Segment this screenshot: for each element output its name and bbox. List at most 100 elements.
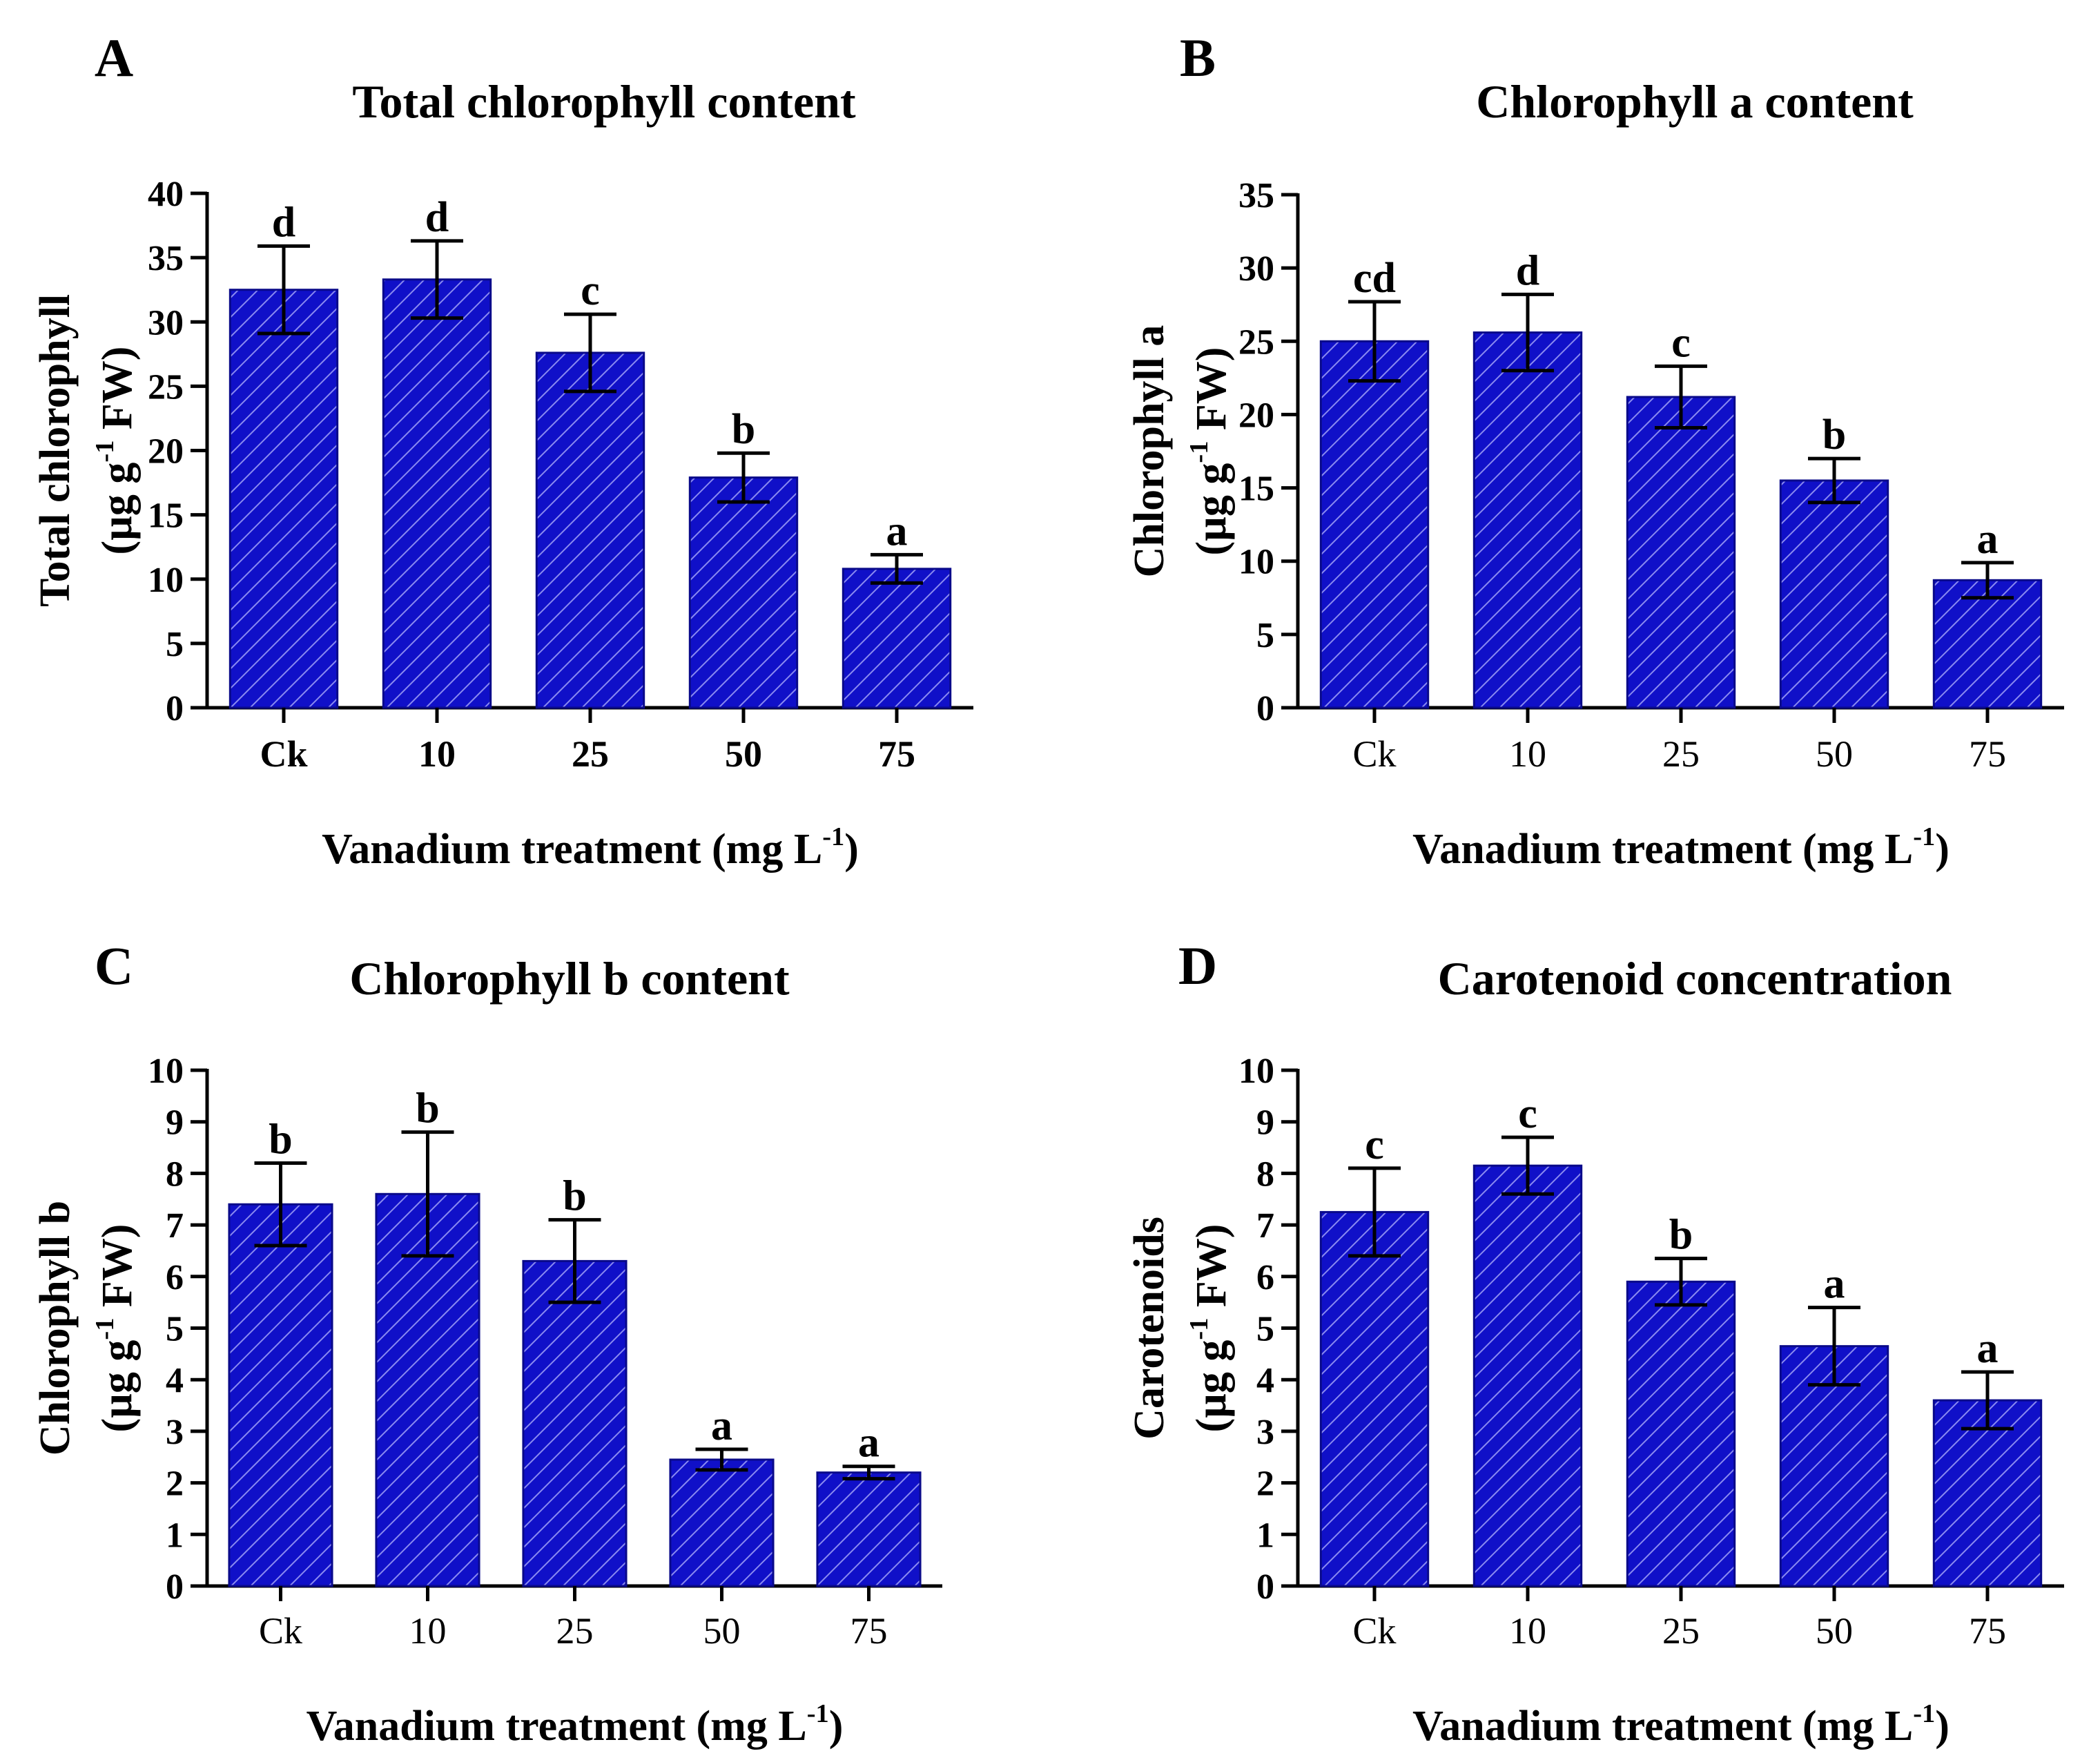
- y-tick-label: 5: [1256, 1310, 1274, 1349]
- significance-letter: d: [1516, 247, 1539, 294]
- y-tick-label: 20: [1238, 396, 1274, 435]
- bar: [688, 476, 799, 709]
- panel-label: A: [95, 28, 133, 88]
- y-tick-label: 6: [166, 1258, 184, 1297]
- x-tick-label: 10: [418, 733, 456, 775]
- x-tick-label: 25: [1662, 733, 1700, 775]
- y-tick-label: 15: [1238, 470, 1274, 509]
- chart-panel-c: C Chlorophyll b content Chlorophyll b (µg g…: [32, 936, 942, 1750]
- y-tick-label: 5: [166, 1310, 184, 1349]
- significance-letter: b: [732, 406, 755, 453]
- bar: [1932, 1399, 2043, 1587]
- y-axis-label: Chlorophyll b: [32, 1201, 79, 1456]
- y-tick-label: 3: [166, 1413, 184, 1452]
- significance-letter: b: [563, 1173, 586, 1220]
- y-axis-unit-label: (µg g-1 FW): [1185, 347, 1235, 556]
- bar: [816, 1471, 922, 1587]
- bar: [229, 289, 339, 709]
- bar: [228, 1203, 333, 1587]
- x-tick-label: 75: [1969, 733, 2006, 775]
- bar: [1472, 1164, 1583, 1587]
- x-tick-label: 75: [878, 733, 915, 775]
- significance-letter: b: [1669, 1212, 1693, 1259]
- significance-letter: c: [1518, 1090, 1537, 1137]
- significance-letter: b: [1822, 412, 1846, 458]
- x-tick-label: 10: [1509, 1610, 1546, 1652]
- bar: [1319, 1210, 1430, 1587]
- y-axis-unit-label: (µg g-1 FW): [90, 1224, 141, 1433]
- significance-letter: c: [1671, 319, 1691, 366]
- y-tick-label: 4: [166, 1361, 184, 1400]
- y-tick-label: 10: [1238, 543, 1274, 582]
- bar: [1932, 579, 2043, 709]
- y-tick-label: 40: [148, 175, 184, 214]
- y-tick-label: 35: [1238, 176, 1274, 215]
- chart-title: Chlorophyll a content: [1476, 75, 1914, 128]
- x-tick-label: 50: [1816, 733, 1853, 775]
- y-tick-label: 8: [166, 1154, 184, 1194]
- y-tick-label: 9: [1256, 1103, 1274, 1143]
- significance-letter: a: [711, 1402, 732, 1449]
- x-tick-label: 75: [850, 1610, 888, 1652]
- significance-letter: c: [581, 267, 600, 314]
- y-tick-label: 5: [1256, 616, 1274, 655]
- bar: [1319, 340, 1430, 709]
- x-tick-label: Ck: [260, 733, 307, 775]
- x-tick-label: Ck: [1352, 1610, 1396, 1652]
- significance-letter: b: [269, 1116, 292, 1163]
- y-tick-label: 1: [166, 1516, 184, 1555]
- x-tick-label: 75: [1969, 1610, 2006, 1652]
- y-tick-label: 5: [166, 625, 184, 664]
- chart-title: Carotenoid concentration: [1438, 952, 1952, 1005]
- y-tick-label: 20: [148, 432, 184, 472]
- significance-letter: a: [1977, 516, 1999, 563]
- panel-label: C: [95, 936, 133, 996]
- y-axis-label: Carotenoids: [1126, 1217, 1173, 1440]
- x-tick-label: Ck: [1352, 733, 1396, 775]
- bar: [1779, 479, 1889, 709]
- y-tick-label: 30: [148, 303, 184, 342]
- y-tick-label: 3: [1256, 1413, 1274, 1452]
- y-tick-label: 30: [1238, 249, 1274, 289]
- y-tick-label: 8: [1256, 1154, 1274, 1194]
- x-axis-label: Vanadium treatment (mg L-1): [1412, 1699, 1950, 1750]
- x-tick-label: 10: [1509, 733, 1546, 775]
- y-tick-label: 25: [1238, 322, 1274, 362]
- bar: [522, 1259, 628, 1587]
- y-tick-label: 15: [148, 496, 184, 536]
- chart-panel-a: A Total chlorophyll content Total chloroph…: [32, 28, 973, 873]
- x-axis-label: Vanadium treatment (mg L-1): [307, 1699, 844, 1750]
- x-axis-label: Vanadium treatment (mg L-1): [322, 822, 859, 873]
- x-tick-label: 50: [703, 1610, 741, 1652]
- y-tick-label: 6: [1256, 1258, 1274, 1297]
- significance-letter: a: [886, 507, 908, 554]
- y-tick-label: 10: [148, 561, 184, 600]
- bar: [375, 1192, 480, 1587]
- x-tick-label: 10: [409, 1610, 447, 1652]
- significance-letter: a: [1824, 1261, 1845, 1308]
- x-tick-label: 25: [556, 1610, 594, 1652]
- x-tick-label: 50: [725, 733, 762, 775]
- y-tick-label: 0: [1256, 689, 1274, 728]
- bar: [1472, 331, 1583, 709]
- chart-panel-b: B Chlorophyll a content Chlorophyll a (µg g…: [1126, 28, 2064, 873]
- bar: [535, 351, 645, 709]
- chart-title: Chlorophyll b content: [349, 952, 790, 1005]
- y-tick-label: 25: [148, 367, 184, 407]
- y-axis-label: Total chlorophyll: [32, 294, 79, 607]
- y-tick-label: 2: [1256, 1464, 1274, 1504]
- significance-letter: d: [272, 199, 295, 246]
- y-tick-label: 2: [166, 1464, 184, 1504]
- significance-letter: d: [425, 194, 449, 241]
- bar: [1626, 1280, 1736, 1587]
- bar: [1626, 396, 1736, 709]
- significance-letter: c: [1365, 1121, 1384, 1168]
- bar: [382, 278, 492, 709]
- y-tick-label: 4: [1256, 1361, 1274, 1400]
- significance-letter: a: [1977, 1325, 1999, 1372]
- y-tick-label: 0: [1256, 1567, 1274, 1607]
- panel-label: B: [1180, 28, 1216, 88]
- y-tick-label: 9: [166, 1103, 184, 1143]
- x-tick-label: 25: [1662, 1610, 1700, 1652]
- y-tick-label: 0: [166, 689, 184, 728]
